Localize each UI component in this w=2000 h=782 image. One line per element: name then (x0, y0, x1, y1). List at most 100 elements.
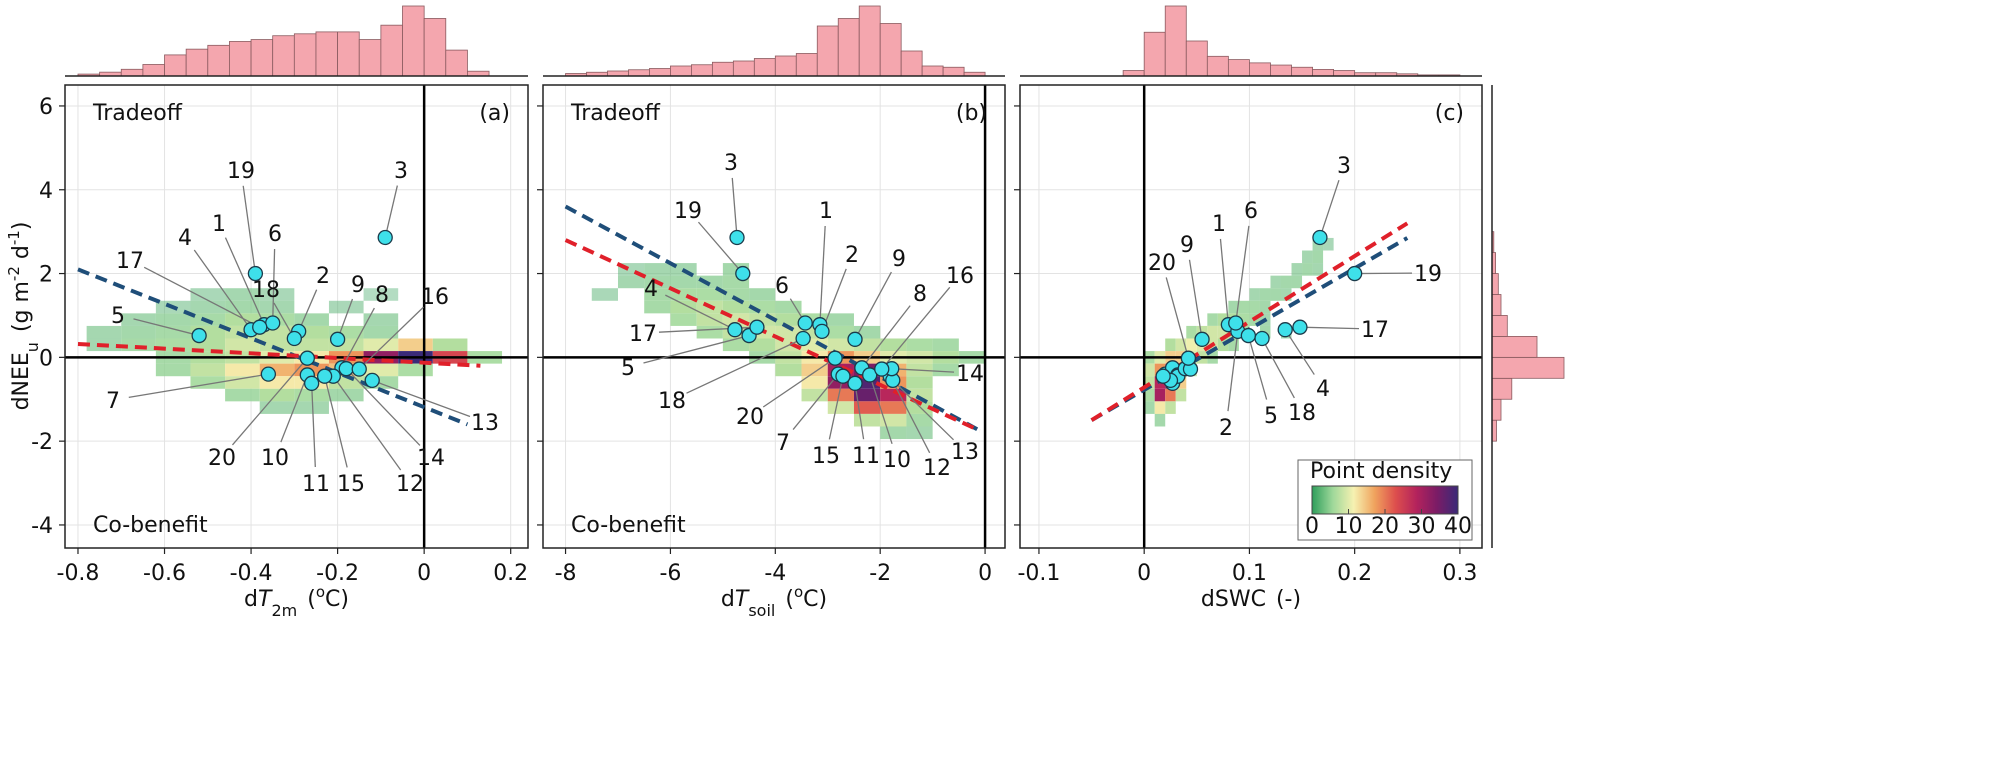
hist-bar (921, 65, 944, 77)
x-tick-label: 0.1 (1232, 561, 1267, 586)
hist-bar (1249, 62, 1271, 77)
site-label: 13 (471, 411, 499, 436)
site-point (847, 375, 863, 391)
site-point (247, 265, 264, 282)
leader-line (819, 225, 826, 325)
site-point (303, 375, 320, 391)
leader-line (280, 374, 308, 443)
density-cell (363, 313, 399, 326)
density-cell (1217, 338, 1229, 352)
site-point (827, 350, 843, 366)
density-cell (1270, 275, 1281, 289)
density-cell (225, 300, 260, 314)
x-axis-label: dTsoil (oC) (721, 583, 827, 620)
density-cell (1144, 363, 1155, 377)
density-cell (670, 300, 697, 314)
site-label: 10 (883, 448, 911, 473)
hist-bar (670, 65, 692, 77)
density-cell (1207, 313, 1218, 326)
axis-label-part: dSWC (1201, 587, 1266, 612)
density-cell (1302, 263, 1313, 276)
density-cell (906, 401, 933, 414)
leader-line (869, 374, 893, 444)
site-point (191, 327, 207, 344)
hist-bar (1491, 377, 1513, 400)
site-point (1228, 315, 1244, 331)
axes-frame (64, 84, 529, 549)
hist-bar (900, 50, 923, 77)
hist-bar (142, 64, 165, 77)
density-cell (1165, 388, 1176, 402)
y-tick-label: 4 (39, 179, 53, 204)
density-cell (617, 275, 645, 289)
density-cell (644, 288, 671, 301)
axis-label-part: o (794, 583, 803, 601)
site-point (364, 372, 380, 389)
site-point (1155, 368, 1171, 384)
leader-line (231, 357, 308, 446)
density-cell (827, 401, 854, 414)
axes-frame (542, 84, 1006, 549)
leader-line (861, 305, 911, 369)
site-point (351, 361, 367, 377)
density-cell (906, 413, 933, 427)
density-cell (1323, 237, 1334, 251)
site-point (338, 361, 354, 377)
density-cell (1259, 300, 1271, 314)
site-label: 1 (819, 199, 833, 224)
hist-bar (795, 53, 818, 77)
density-cell (906, 376, 933, 389)
density-cell (1312, 250, 1324, 264)
hist-bar (732, 60, 755, 77)
site-point (1277, 322, 1293, 338)
leader-line (828, 376, 844, 440)
density-cell (722, 338, 750, 352)
density-cell (363, 338, 399, 352)
axis-label-part: u (23, 342, 42, 352)
density-cell (1259, 288, 1271, 301)
hist-bar (272, 35, 295, 77)
density-cell (801, 388, 828, 402)
leader-line (310, 383, 316, 468)
density-cell (225, 388, 260, 402)
leader-line (1247, 335, 1268, 400)
density-cell (1249, 288, 1260, 301)
site-point (749, 319, 765, 335)
density-cell (880, 413, 907, 427)
density-cell (121, 325, 156, 339)
site-point (729, 229, 745, 246)
density-cell (190, 300, 226, 314)
leader-line (854, 271, 892, 340)
site-label: 5 (111, 304, 125, 329)
x-axis-label: dT2m (oC) (244, 583, 349, 620)
hist-bar (164, 54, 187, 77)
fit-line (564, 204, 981, 433)
density-cell (853, 413, 881, 427)
density-cell (670, 275, 697, 289)
colorbar-tick-label: 40 (1444, 514, 1472, 539)
x-tick-label: 0 (1137, 561, 1151, 586)
density-cell (1312, 263, 1324, 276)
colorbar-tick-label: 20 (1371, 514, 1399, 539)
site-label: 15 (337, 472, 365, 497)
site-label: 9 (1180, 233, 1194, 258)
density-cell (1175, 388, 1187, 402)
site-label: 10 (261, 446, 289, 471)
density-cell (644, 263, 671, 276)
site-label: 13 (951, 440, 979, 465)
leader-line (891, 368, 955, 373)
annotation: Tradeoff (92, 101, 183, 126)
density-cell (591, 288, 618, 301)
site-label: 7 (776, 431, 790, 456)
site-label: 4 (178, 226, 192, 251)
site-point (316, 368, 333, 384)
density-cell (775, 313, 802, 326)
site-label: 12 (923, 456, 951, 481)
density-cell (259, 338, 295, 352)
hist-bar (879, 23, 902, 77)
leader-line (731, 177, 738, 238)
leader-line (272, 248, 276, 324)
leader-line (1235, 225, 1250, 324)
site-label: 4 (644, 277, 658, 302)
site-label: 2 (316, 264, 330, 289)
